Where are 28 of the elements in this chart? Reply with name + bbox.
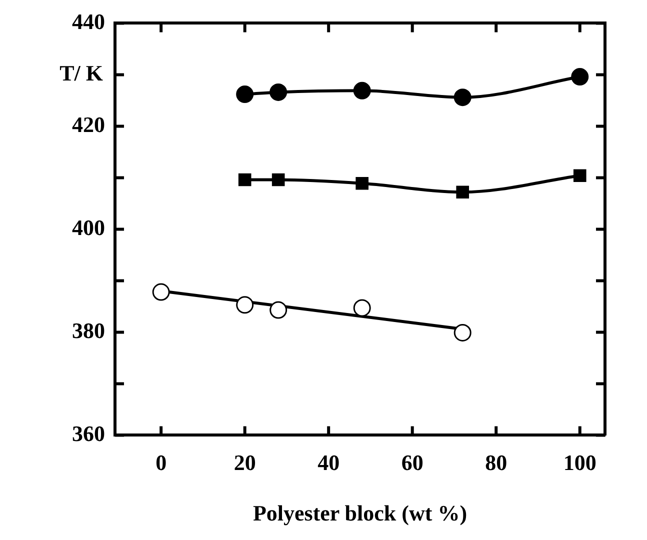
point [456, 186, 470, 199]
point [272, 173, 285, 186]
point [236, 296, 254, 314]
y-tick-label: 400 [72, 214, 105, 240]
point [238, 173, 252, 186]
y-axis-title: T/ K [60, 60, 103, 86]
y-tick-label: 360 [72, 420, 105, 446]
point [356, 176, 368, 190]
x-tick-label: 40 [318, 450, 340, 476]
x-tick-label: 0 [156, 450, 167, 476]
x-axis-title: Polyester block (wt %) [252, 500, 468, 526]
point [353, 82, 371, 100]
point [270, 83, 288, 101]
x-tick-label: 80 [485, 450, 508, 476]
point [454, 88, 472, 106]
point [571, 68, 589, 86]
y-tick-label: 440 [72, 8, 105, 34]
x-tick-label: 20 [234, 450, 256, 476]
point [152, 283, 170, 301]
point [270, 301, 288, 319]
y-tick-label: 380 [72, 318, 105, 343]
y-tick-label: 420 [72, 112, 105, 137]
point [454, 324, 472, 342]
x-tick-label: 60 [401, 450, 424, 476]
point [236, 86, 254, 104]
point [353, 299, 371, 317]
x-tick-label: 100 [563, 450, 596, 476]
point [573, 169, 586, 182]
